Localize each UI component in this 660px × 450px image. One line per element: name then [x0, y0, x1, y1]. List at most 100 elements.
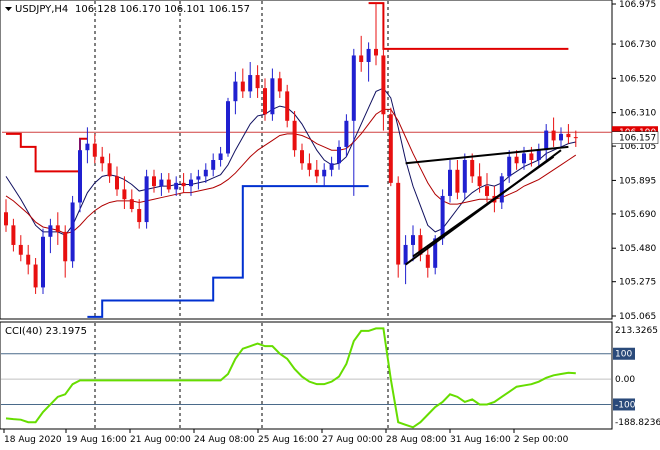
candle-body	[536, 150, 541, 160]
candle-body	[366, 48, 371, 62]
candle	[337, 140, 341, 170]
candle-body	[11, 225, 16, 245]
candle	[374, 3, 378, 66]
cci-level-label: -188.8236	[615, 418, 660, 428]
candle	[122, 176, 127, 210]
candle	[381, 45, 386, 131]
candle	[92, 133, 97, 164]
candle	[470, 153, 475, 183]
cci-label: CCI(40) 23.1975	[5, 326, 87, 337]
candle-body	[270, 78, 275, 115]
candle	[559, 127, 563, 147]
candle-body	[507, 156, 512, 177]
candle	[314, 160, 319, 183]
candle-body	[107, 163, 112, 177]
candle-body	[314, 169, 319, 177]
candle-body	[485, 186, 489, 196]
candle	[159, 173, 164, 196]
candle-body	[433, 238, 438, 268]
candle-body	[203, 169, 208, 177]
candle	[425, 244, 430, 278]
candle-body	[351, 55, 356, 121]
time-tick-label: 27 Aug 00:00	[322, 435, 383, 445]
candle	[292, 110, 297, 157]
candle	[107, 153, 112, 183]
blue-level-line	[87, 185, 369, 318]
candlesticks	[4, 3, 578, 294]
candle	[70, 195, 75, 268]
candle	[329, 156, 334, 177]
candle-body	[55, 225, 60, 232]
candle-body	[48, 225, 53, 237]
candle-body	[344, 120, 349, 147]
candle-body	[425, 254, 430, 268]
candle	[85, 127, 90, 164]
candle	[240, 68, 245, 98]
price-tick-label: 105.275	[619, 278, 656, 288]
candle	[26, 244, 31, 275]
candle	[189, 173, 193, 196]
candle	[485, 173, 489, 203]
ma-dark-line	[5, 87, 576, 236]
candle-body	[411, 235, 415, 245]
price-panel[interactable]	[0, 0, 613, 320]
trendline[interactable]	[405, 145, 569, 165]
candle	[181, 173, 186, 193]
cci-level-label: -100	[615, 400, 636, 410]
price-axis: 106.975 106.730 106.520 106.310 106.105 105.8…	[611, 0, 660, 428]
price-tick-label: 105.895	[619, 176, 656, 186]
candle-body	[337, 146, 341, 164]
candle	[277, 71, 282, 98]
candle	[388, 107, 393, 187]
candle	[300, 143, 304, 170]
trendlines	[405, 145, 569, 266]
candle-body	[455, 169, 460, 193]
cci-level-label: 0.00	[615, 375, 635, 385]
candle-body	[159, 179, 164, 187]
candle	[359, 35, 364, 72]
candle-body	[70, 202, 75, 262]
candle	[166, 173, 171, 193]
time-tick-label: 28 Aug 08:00	[386, 435, 447, 445]
candle	[544, 124, 549, 160]
candle-body	[152, 176, 156, 187]
price-tick-label: 106.105	[619, 142, 656, 152]
candle-body	[403, 244, 408, 265]
candle-body	[218, 153, 223, 160]
candle-body	[381, 55, 386, 115]
candle	[255, 65, 260, 98]
candle	[418, 228, 423, 262]
candle	[448, 160, 452, 203]
cci-panel[interactable]	[0, 321, 613, 430]
candle	[344, 114, 349, 157]
candle-body	[499, 176, 504, 203]
dropdown-arrow-icon[interactable]	[5, 7, 12, 11]
candle-body	[514, 156, 519, 164]
candle-body	[78, 150, 82, 203]
candle	[263, 78, 267, 121]
candle-body	[100, 156, 105, 164]
moving-averages	[5, 87, 577, 236]
ma-red-line	[5, 108, 577, 235]
candle-body	[189, 179, 193, 187]
candle-body	[462, 160, 467, 193]
candle-body	[322, 169, 327, 177]
candle	[507, 150, 512, 183]
candle	[455, 160, 460, 200]
time-tick-label: 19 Aug 16:00	[66, 435, 127, 445]
candle-body	[559, 133, 563, 141]
candle-body	[18, 244, 23, 255]
candle-body	[33, 264, 38, 288]
trendline[interactable]	[412, 155, 555, 258]
candle-body	[359, 55, 364, 62]
current-price-badge	[611, 131, 659, 144]
candle	[226, 97, 230, 157]
candle	[514, 150, 519, 170]
candle	[351, 48, 356, 196]
candle-body	[92, 143, 97, 157]
candle	[174, 176, 179, 196]
candle	[152, 169, 156, 193]
candle	[129, 189, 134, 213]
candle-body	[181, 182, 186, 187]
